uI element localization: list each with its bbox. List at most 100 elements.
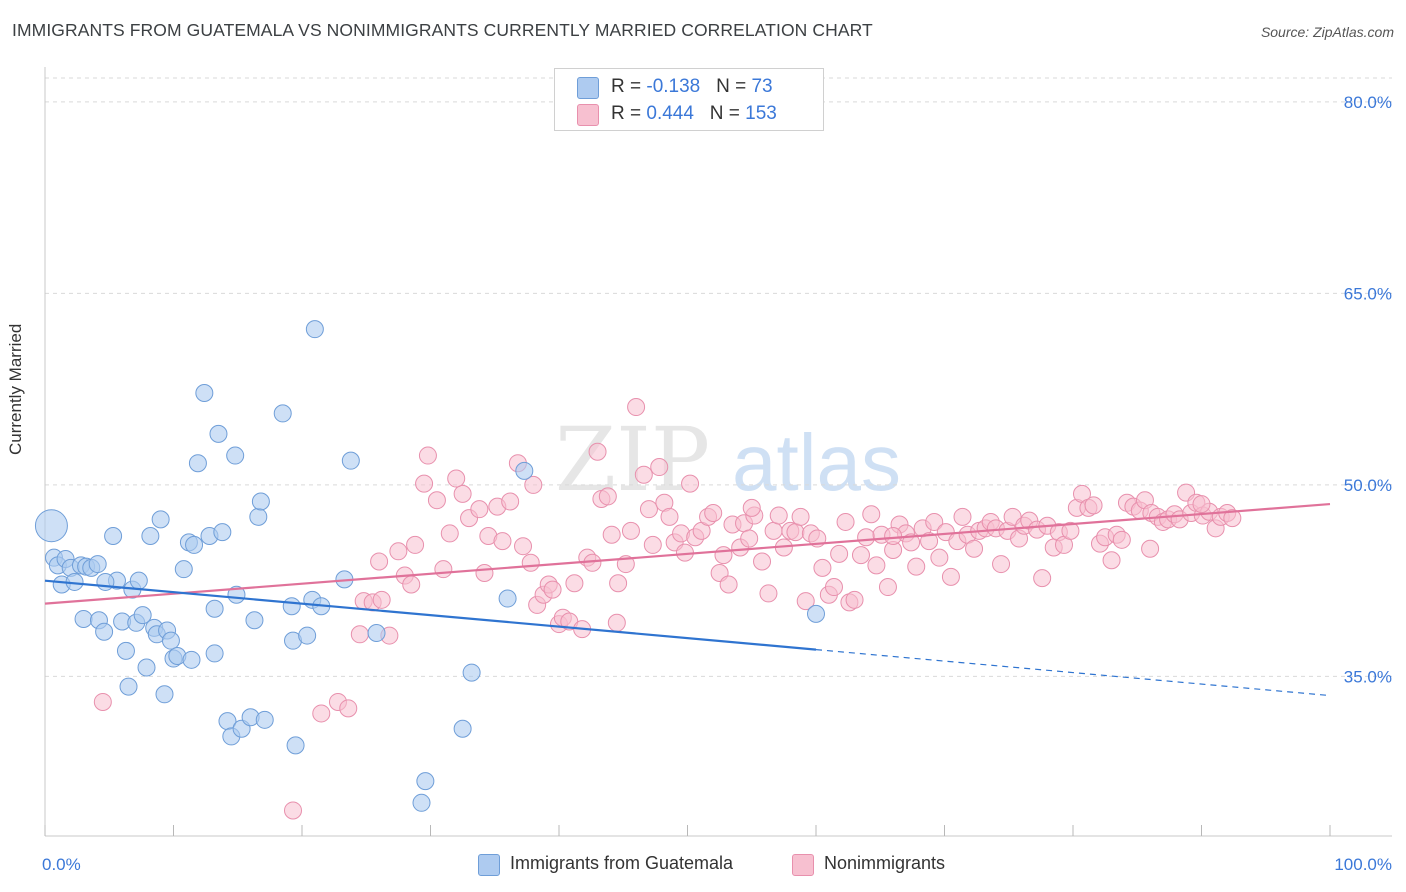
- blue-point: [74, 609, 93, 628]
- pink-point: [813, 558, 832, 577]
- watermark: ZIP atlas: [555, 408, 901, 511]
- pink-point: [434, 560, 453, 579]
- y-tick-label: 65.0%: [1344, 284, 1392, 303]
- pink-point: [402, 575, 421, 594]
- pink-point: [543, 580, 562, 599]
- pink-point: [418, 446, 437, 465]
- pink-point: [851, 546, 870, 565]
- blue-point: [213, 523, 232, 542]
- guatemala-trend-line: [44, 579, 817, 651]
- pink-point: [714, 546, 733, 565]
- guatemala-points: [34, 320, 825, 812]
- n-value: 73: [751, 76, 773, 97]
- pink-point: [372, 590, 391, 609]
- pink-point: [312, 704, 331, 723]
- blue-point: [104, 526, 123, 545]
- pink-swatch: [577, 104, 599, 126]
- watermark-zip: ZIP: [555, 408, 710, 511]
- pink-point: [753, 552, 772, 571]
- blue-point: [251, 492, 270, 511]
- pink-point: [1112, 530, 1131, 549]
- blue-point: [249, 507, 268, 526]
- legend-label: Nonimmigrants: [824, 853, 946, 873]
- pink-point: [93, 692, 112, 711]
- grid-lines: [45, 77, 1392, 677]
- blue-point: [129, 571, 148, 590]
- blue-point: [133, 606, 152, 625]
- pink-point: [524, 475, 543, 494]
- blue-swatch: [478, 854, 500, 876]
- pink-point: [862, 505, 881, 524]
- pink-point: [1033, 569, 1052, 588]
- pink-point: [759, 584, 778, 603]
- pink-point: [878, 578, 897, 597]
- blue-point: [95, 622, 114, 641]
- blue-point: [96, 572, 115, 591]
- stats-text: R = 0.444 N = 153: [611, 103, 777, 124]
- pink-point: [609, 574, 628, 593]
- pink-point: [440, 524, 459, 543]
- pink-point: [339, 699, 358, 718]
- n-value: 153: [745, 103, 777, 124]
- blue-point: [286, 736, 305, 755]
- pink-point: [406, 535, 425, 554]
- pink-point: [867, 556, 886, 575]
- pink-point: [415, 474, 434, 493]
- pink-point: [930, 548, 949, 567]
- blue-point: [245, 611, 264, 630]
- pink-point: [514, 537, 533, 556]
- pink-point: [824, 578, 843, 597]
- blue-point: [255, 710, 274, 729]
- pink-point: [836, 512, 855, 531]
- pink-point: [1061, 521, 1080, 540]
- trend-lines: [44, 502, 1331, 697]
- y-tick-label: 50.0%: [1344, 476, 1392, 495]
- blue-point: [462, 663, 481, 682]
- blue-point: [341, 451, 360, 470]
- pink-point: [588, 442, 607, 461]
- blue-point: [151, 510, 170, 529]
- blue-point: [155, 685, 174, 704]
- pink-point: [953, 507, 972, 526]
- pink-point: [370, 552, 389, 571]
- pink-swatch: [792, 854, 814, 876]
- pink-point: [639, 500, 658, 519]
- x-tick-labels: 0.0% 100.0%: [42, 855, 1392, 874]
- pink-point: [796, 592, 815, 611]
- pink-point: [925, 512, 944, 531]
- blue-point: [209, 424, 228, 443]
- blue-point: [161, 631, 180, 650]
- pink-point: [447, 469, 466, 488]
- pink-point: [845, 590, 864, 609]
- watermark-atlas: atlas: [732, 418, 901, 507]
- series-legend: Immigrants from Guatemala Nonimmigrants: [0, 852, 1406, 878]
- pink-point: [740, 529, 759, 548]
- pink-point: [475, 564, 494, 583]
- blue-point: [282, 597, 301, 616]
- pink-point: [764, 521, 783, 540]
- pink-point: [920, 532, 939, 551]
- pink-point: [965, 539, 984, 558]
- y-tick-label: 80.0%: [1344, 93, 1392, 112]
- nonimmigrants-trend-line: [44, 502, 1331, 605]
- blue-point: [205, 599, 224, 618]
- pink-point: [427, 491, 446, 510]
- y-tick-label: 35.0%: [1344, 667, 1392, 686]
- pink-point: [389, 542, 408, 561]
- pink-point: [284, 801, 303, 820]
- pink-point: [627, 398, 646, 417]
- chart-title: IMMIGRANTS FROM GUATEMALA VS NONIMMIGRAN…: [12, 20, 873, 40]
- pink-point: [634, 465, 653, 484]
- blue-point: [412, 793, 431, 812]
- pink-point: [493, 532, 512, 551]
- pink-point: [902, 533, 921, 552]
- blue-point: [141, 526, 160, 545]
- pink-point: [470, 500, 489, 519]
- pink-point: [565, 574, 584, 593]
- pink-point: [742, 498, 761, 517]
- x-tick-label: 0.0%: [42, 855, 81, 874]
- blue-point: [116, 641, 135, 660]
- pink-point: [1084, 496, 1103, 515]
- blue-point: [807, 604, 825, 623]
- pink-point: [907, 557, 926, 576]
